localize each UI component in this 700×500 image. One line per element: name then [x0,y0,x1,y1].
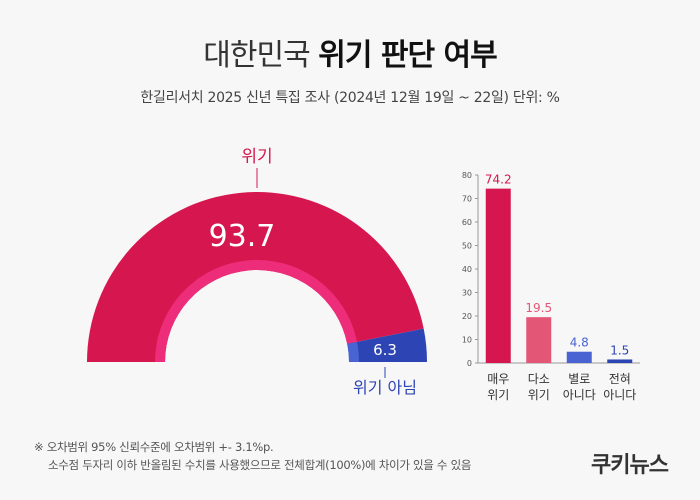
gauge-label-crisis: 위기 [241,147,272,167]
gauge-slice-not-crisis [347,328,428,362]
y-tick-label: 30 [462,289,472,298]
footnote: ※ 오차범위 95% 신뢰수준에 오차범위 +- 3.1%p. 소수점 두자리 … [34,438,471,474]
y-tick-label: 50 [462,242,472,251]
bar-category-label: 별로 [568,372,590,386]
title-bold: 위기 판단 여부 [318,38,497,73]
bar-value-label: 1.5 [610,343,629,357]
bar-value-label: 4.8 [570,336,589,350]
y-tick-label: 80 [462,171,472,180]
y-tick-label: 10 [462,336,472,345]
footnote-line-2: 소수점 두자리 이하 반올림된 수치를 사용했으므로 전체합계(100%)에 차… [48,458,472,472]
footnote-line-1: ※ 오차범위 95% 신뢰수준에 오차범위 +- 3.1%p. [34,440,274,454]
bar-1 [485,188,511,363]
bar-2 [526,317,552,363]
bar-value-label: 19.5 [525,301,552,315]
y-tick-label: 0 [467,359,472,368]
title-light: 대한민국 [203,38,310,73]
bar-4 [607,359,633,363]
gauge-label-not-crisis: 위기 아님 [353,378,417,397]
y-tick-label: 70 [462,195,472,204]
publisher-logo: 쿠키뉴스 [591,453,669,478]
chart-subtitle: 한길리서치 2025 신년 특집 조사 (2024년 12월 19일 ~ 22일… [140,90,560,106]
bar-value-label: 74.2 [485,173,512,187]
chart-title: 대한민국 위기 판단 여부 [0,30,700,74]
y-tick-label: 60 [462,218,472,227]
bar-category-label: 매우 [487,372,509,386]
bar-category-label: 위기 [528,388,550,402]
gauge-value-not-crisis: 6.3 [373,341,397,359]
bar-category-label: 다소 [528,372,550,386]
bar-category-label: 위기 [487,388,509,402]
bar-3 [566,351,592,363]
gauge-inner-ring-not-crisis [347,341,359,362]
bar-category-label: 아니다 [603,388,636,402]
gauge-inner-ring-crisis [155,259,358,362]
y-tick-label: 20 [462,312,472,321]
y-tick-label: 40 [462,265,472,274]
gauge-value-crisis: 93.7 [209,219,276,254]
bar-category-label: 전혀 [609,372,631,386]
bar-category-label: 아니다 [563,388,596,402]
